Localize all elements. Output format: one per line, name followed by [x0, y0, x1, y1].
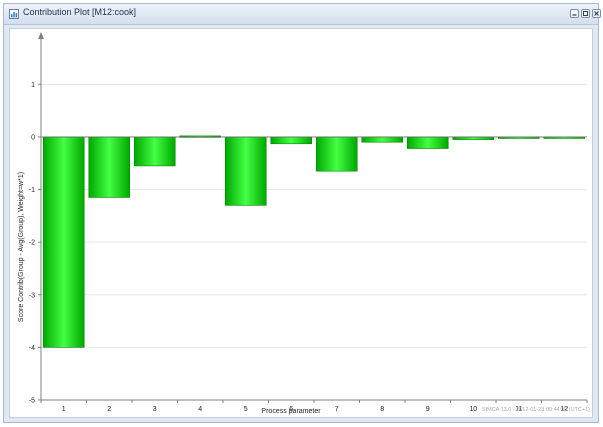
y-tick-label: -4 — [29, 345, 35, 352]
window-title: Contribution Plot [M12:cook] — [23, 7, 137, 17]
bar-2[interactable] — [88, 136, 131, 198]
maximize-button[interactable] — [581, 9, 590, 18]
y-tick-label: -2 — [29, 240, 35, 247]
close-button[interactable] — [592, 9, 601, 18]
plot-panel: -5 -4 -3 -2 -1 0 1 1 2 3 4 5 6 7 8 9 10 11 12 Score Contri… — [9, 28, 593, 418]
x-tick-label: 4 — [198, 406, 202, 413]
y-tick-label: 0 — [31, 134, 35, 141]
bar-9[interactable] — [406, 136, 449, 149]
title-bar[interactable]: Contribution Plot [M12:cook] — [4, 4, 601, 25]
axes — [38, 32, 588, 403]
x-tick-label: 3 — [153, 406, 157, 413]
bars — [42, 135, 586, 348]
x-tick-label: 11 — [515, 406, 522, 413]
contribution-plot-window: Contribution Plot [M12:cook] — [3, 3, 601, 423]
bar-6[interactable] — [270, 136, 313, 145]
grid-lines — [41, 83, 587, 348]
x-tick-label: 5 — [244, 406, 248, 413]
bar-7[interactable] — [315, 136, 358, 172]
bar-8[interactable] — [361, 136, 404, 143]
minimize-button[interactable] — [570, 9, 579, 18]
y-tick-label: 1 — [31, 82, 35, 89]
timestamp-footer: SIMCA 13.0 - 2012-01-23 09:44:08 (UTC+1) — [482, 407, 590, 413]
chart-icon — [9, 9, 19, 19]
x-tick-label: 7 — [335, 406, 339, 413]
y-axis-arrow — [38, 32, 44, 39]
y-tick-label: -3 — [29, 292, 35, 299]
minimize-icon — [572, 14, 577, 16]
x-tick-label: 1 — [62, 406, 66, 413]
bar-1[interactable] — [42, 136, 85, 348]
x-tick-label: 6 — [289, 406, 293, 413]
x-axis-label: Process parameter — [261, 408, 321, 415]
y-tick-label: -5 — [29, 398, 35, 405]
y-tick-label: -1 — [29, 187, 35, 194]
x-tick-label: 12 — [560, 406, 568, 413]
x-tick-label: 8 — [380, 406, 384, 413]
y-axis-label: Score Contrib(Group - Avg(Group), Weight… — [18, 172, 25, 322]
bar-5[interactable] — [224, 136, 267, 206]
x-tick-label: 10 — [469, 406, 477, 413]
x-tick-label: 9 — [426, 406, 430, 413]
x-tick-label: 2 — [107, 406, 111, 413]
close-icon — [594, 11, 599, 16]
maximize-icon — [583, 11, 588, 16]
bar-3[interactable] — [133, 136, 176, 167]
